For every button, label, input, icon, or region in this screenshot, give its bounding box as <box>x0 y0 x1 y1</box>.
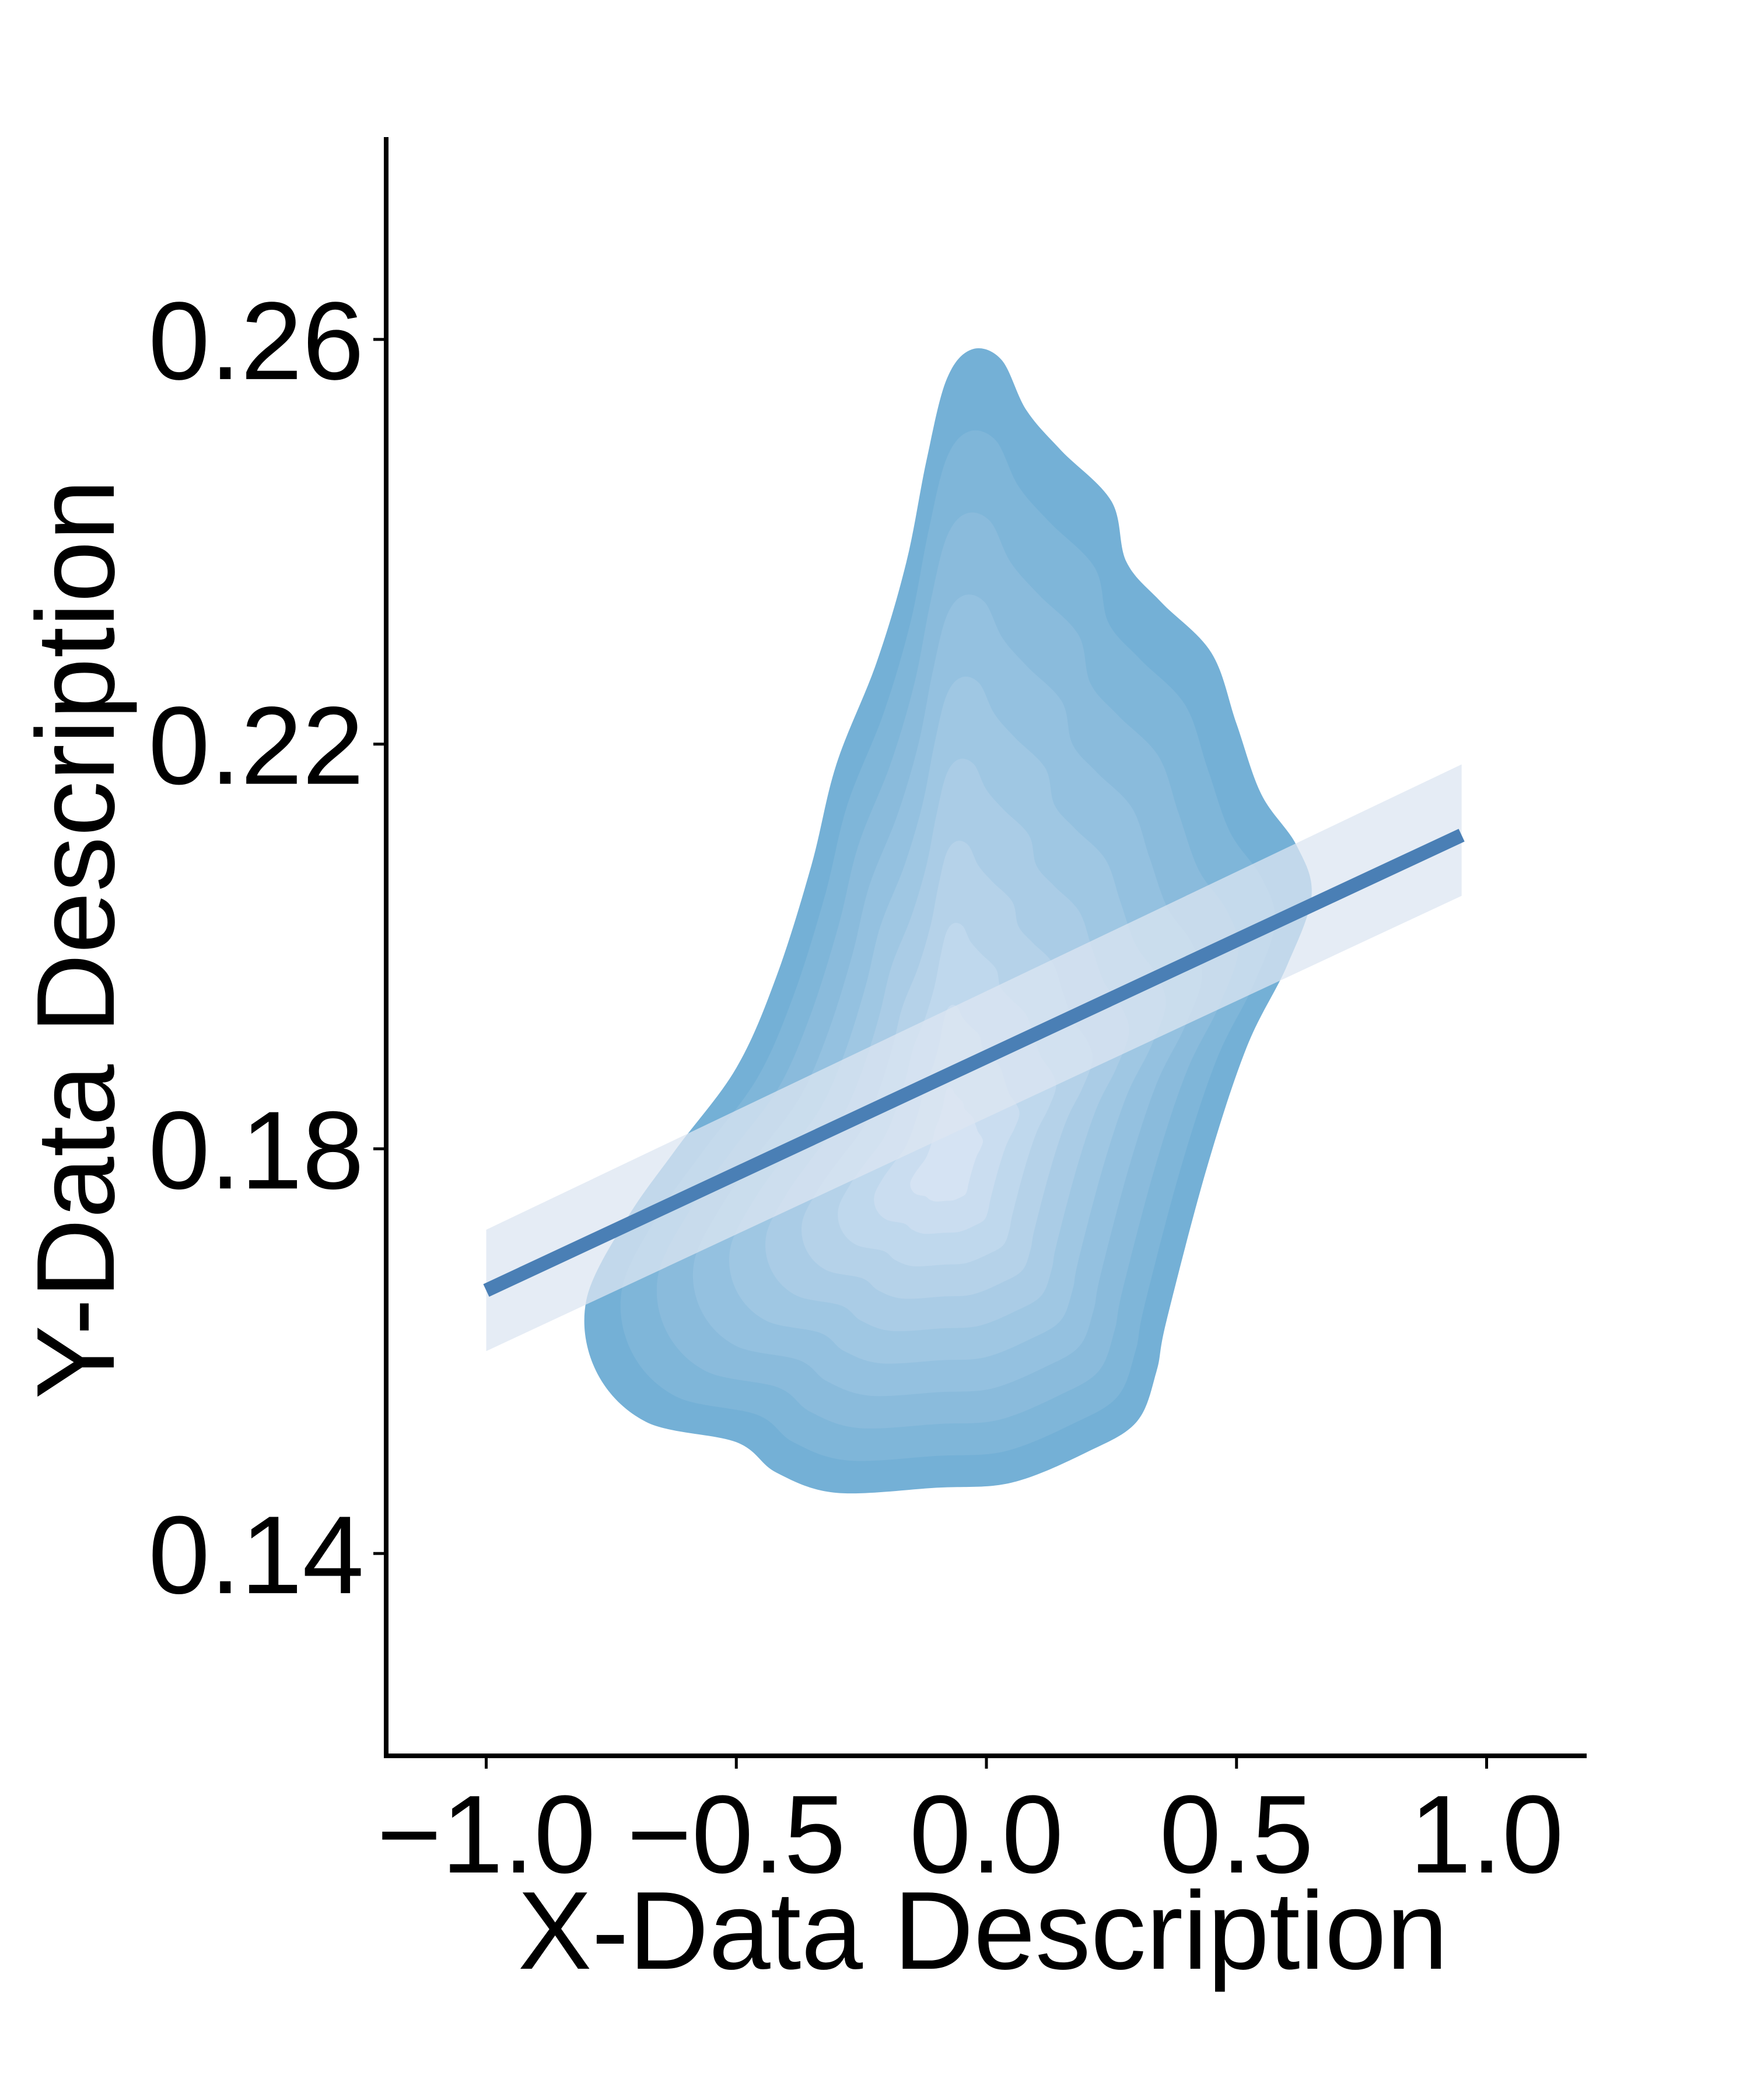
x-tick-label: 0.5 <box>1160 1773 1314 1896</box>
y-axis-title: Y-Data Description <box>14 479 138 1399</box>
axes: −1.0 −0.5 0.0 0.5 1.0 0.14 0.18 0.22 0.26 <box>148 137 1587 1896</box>
regression <box>483 764 1465 1352</box>
x-tick-label: −1.0 <box>377 1773 596 1896</box>
y-tick-label: 0.18 <box>148 1088 364 1212</box>
x-tick-label: −0.5 <box>627 1773 846 1896</box>
regression-line <box>483 828 1465 1297</box>
x-axis-title: X-Data Description <box>518 1869 1448 1993</box>
y-tick-label: 0.14 <box>148 1493 364 1617</box>
y-tick-label: 0.26 <box>148 279 364 403</box>
y-tick-label: 0.22 <box>148 684 364 808</box>
x-tick-label: 1.0 <box>1409 1773 1563 1896</box>
x-tick-label: 0.0 <box>909 1773 1063 1896</box>
